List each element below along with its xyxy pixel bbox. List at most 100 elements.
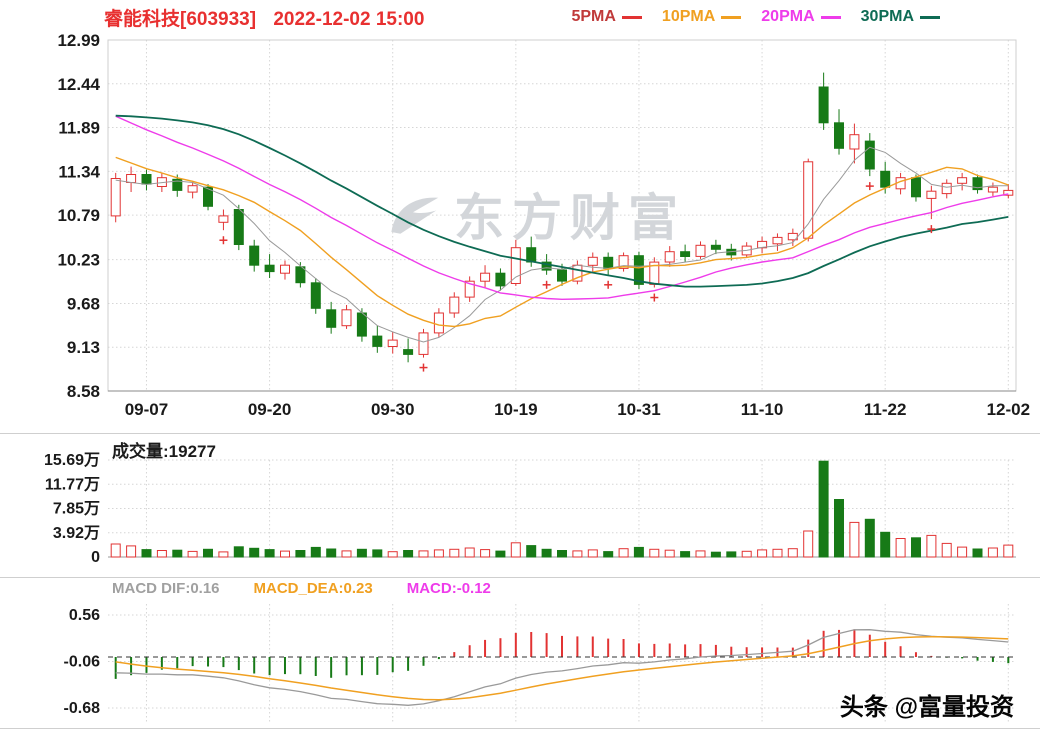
volume-bar xyxy=(526,545,537,558)
volume-bar xyxy=(110,543,121,558)
candle xyxy=(249,239,260,272)
volume-bar xyxy=(680,551,691,558)
volume-bar xyxy=(603,551,614,558)
candle xyxy=(449,292,460,318)
volume-bar xyxy=(818,460,829,558)
candle xyxy=(418,328,429,358)
candle xyxy=(772,233,783,251)
legend-label-5pma: 5PMA xyxy=(571,8,616,25)
date-tick-label: 09-30 xyxy=(371,400,414,419)
stock-code: [603933] xyxy=(180,9,257,30)
candle xyxy=(433,308,444,337)
volume-bar xyxy=(295,550,306,558)
candle xyxy=(664,246,675,267)
price-tick-label: 9.13 xyxy=(67,338,100,357)
candle xyxy=(372,325,383,353)
volume-bar xyxy=(541,548,552,558)
volume-bar xyxy=(557,550,567,558)
candle xyxy=(895,172,906,195)
price-tick-label: 10.79 xyxy=(57,206,100,225)
candle xyxy=(187,180,198,199)
candle xyxy=(572,260,583,285)
macd-dif-line xyxy=(115,629,1009,706)
price-tick-label: 10.23 xyxy=(57,251,100,270)
volume-bar xyxy=(849,521,860,558)
volume-tick-label: 15.69万 xyxy=(44,452,100,469)
volume-bar xyxy=(403,550,414,558)
macd-dea-label: MACD_DEA:0.23 xyxy=(253,580,373,597)
volume-bar xyxy=(387,551,398,558)
volume-bar xyxy=(957,546,968,558)
panel-frames xyxy=(0,39,1040,729)
volume-bar xyxy=(618,548,629,558)
stock-name: 睿能科技 xyxy=(104,9,181,30)
volume-tick-label: 0 xyxy=(91,549,100,566)
macd-value-label: MACD:-0.12 xyxy=(406,580,491,597)
price-tick-label: 8.58 xyxy=(67,382,100,401)
candle xyxy=(618,252,629,272)
legend-item-30pma[interactable]: 30PMA xyxy=(861,8,940,26)
volume-bar xyxy=(233,546,244,558)
volume-tick-label: 7.85万 xyxy=(53,501,100,518)
volume-bar xyxy=(156,550,167,558)
volume-tick-label: 11.77万 xyxy=(45,476,100,493)
candle xyxy=(926,185,937,220)
date-tick-label: 11-10 xyxy=(741,400,784,419)
volume-bar xyxy=(433,549,444,558)
volume-bar xyxy=(787,548,798,558)
candle xyxy=(341,305,352,329)
center-watermark: 东方财富 xyxy=(386,178,686,250)
legend-swatch-10pma xyxy=(721,15,742,19)
volume-bar xyxy=(572,550,583,558)
candle xyxy=(480,265,491,288)
volume-bar xyxy=(710,551,721,558)
legend-item-20pma[interactable]: 20PMA xyxy=(761,8,841,26)
date-tick-label: 11-22 xyxy=(864,400,907,419)
volume-bar xyxy=(218,551,229,558)
candle xyxy=(957,172,968,191)
candle xyxy=(1003,184,1014,199)
candle xyxy=(126,166,137,192)
volume-bar xyxy=(895,538,906,558)
ma-legend: 5PMA 10PMA 20PMA 30PMA xyxy=(571,8,940,26)
volume-bar xyxy=(772,548,783,558)
volume-bar xyxy=(633,546,644,558)
candle xyxy=(280,260,290,280)
volume-bar xyxy=(187,550,198,558)
candle xyxy=(710,239,721,255)
date-tick-label: 12-02 xyxy=(987,400,1030,419)
candle xyxy=(603,252,614,275)
volume-bar xyxy=(757,549,768,558)
date-tick-label: 09-07 xyxy=(125,400,168,419)
candle xyxy=(757,236,768,254)
volume-bar xyxy=(649,548,660,558)
legend-swatch-30pma xyxy=(920,15,940,19)
macd-labels: MACD DIF:0.16 MACD_DEA:0.23 MACD:-0.12 xyxy=(112,580,491,597)
candle xyxy=(972,174,983,194)
legend-item-5pma[interactable]: 5PMA xyxy=(571,8,642,26)
volume-bar xyxy=(372,549,383,558)
macd-tick-label: -0.68 xyxy=(64,700,101,717)
volume-bar xyxy=(510,542,521,558)
volume-bar xyxy=(126,545,137,558)
candle xyxy=(849,123,860,164)
candle xyxy=(633,251,644,290)
candle xyxy=(695,241,706,259)
volume-bar xyxy=(864,518,875,558)
volume-bar xyxy=(480,549,491,558)
date-tick-label: 10-31 xyxy=(617,400,660,419)
volume-bar xyxy=(926,534,937,558)
price-tick-label: 11.34 xyxy=(58,162,100,181)
candle xyxy=(864,133,875,177)
legend-item-10pma[interactable]: 10PMA xyxy=(662,8,742,26)
legend-label-20pma: 20PMA xyxy=(761,8,815,25)
volume-bar xyxy=(418,550,429,558)
candle xyxy=(834,109,844,155)
date-tick-label: 09-20 xyxy=(248,400,291,419)
macd-dea-line xyxy=(115,636,1009,701)
volume-bar xyxy=(695,550,706,558)
price-tick-label: 11.89 xyxy=(58,119,100,138)
candle xyxy=(803,158,814,242)
volume-bar xyxy=(803,530,814,558)
